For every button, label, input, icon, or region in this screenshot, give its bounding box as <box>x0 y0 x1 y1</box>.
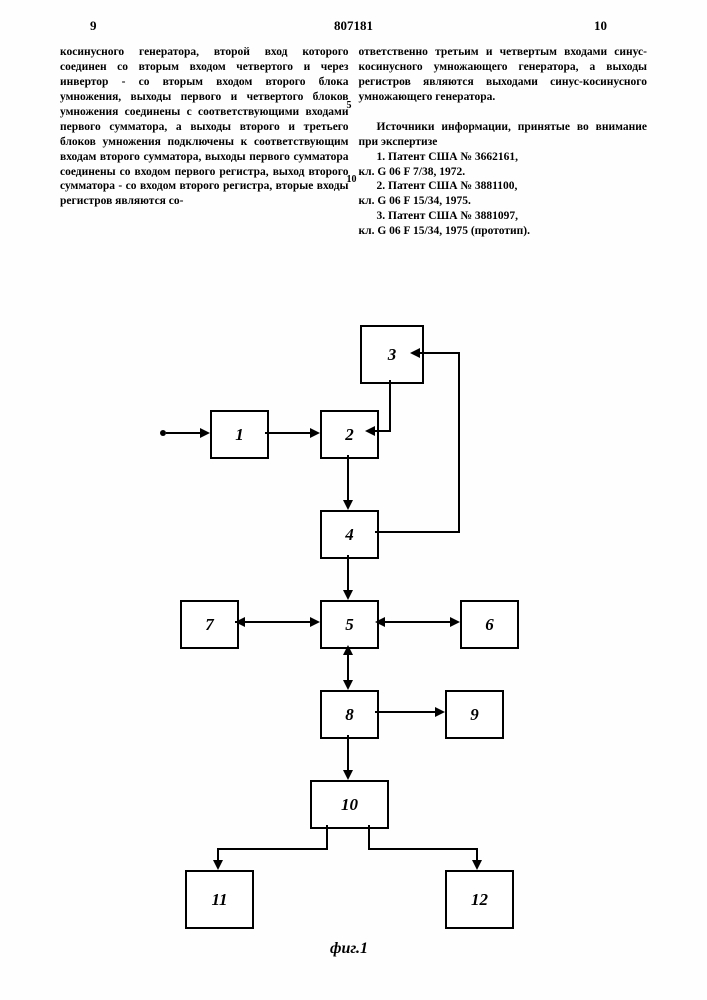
text-columns: косинусного генератора, второй вход кото… <box>60 45 647 239</box>
patent-number: 807181 <box>334 18 373 34</box>
node-4: 4 <box>320 510 379 559</box>
line-10-12v2 <box>476 848 478 860</box>
line-marker-10: 10 <box>347 173 357 186</box>
arrow-4-3 <box>410 348 420 358</box>
line-1-2 <box>265 432 310 434</box>
node-12: 12 <box>445 870 514 929</box>
arrow-3-2 <box>365 426 375 436</box>
arrow-10-11 <box>213 860 223 870</box>
line-10-12v <box>368 825 370 850</box>
line-4-5 <box>347 555 349 590</box>
node-1: 1 <box>210 410 269 459</box>
arrow-5-6r <box>450 617 460 627</box>
line-7-5 <box>235 621 310 623</box>
arrow-10-12 <box>472 860 482 870</box>
block-diagram: 3 1 2 4 7 5 6 8 9 10 11 12 <box>0 310 707 960</box>
node-7: 7 <box>180 600 239 649</box>
line-10-11v <box>326 825 328 850</box>
arrow-7-5r <box>310 617 320 627</box>
page-number-right: 10 <box>594 18 607 34</box>
line-marker-5: 5 <box>347 99 352 112</box>
arrow-7-5l <box>235 617 245 627</box>
node-5: 5 <box>320 600 379 649</box>
line-4-3h <box>375 531 460 533</box>
line-8-10 <box>347 735 349 770</box>
line-8-9 <box>375 711 435 713</box>
arrow-4-5 <box>343 590 353 600</box>
node-6: 6 <box>460 600 519 649</box>
line-3-2v <box>389 380 391 432</box>
arrow-5-8d <box>343 680 353 690</box>
col2-para1: ответственно третьим и четвертым входами… <box>359 46 648 103</box>
line-10-11v2 <box>217 848 219 860</box>
arrow-5-6l <box>375 617 385 627</box>
line-2-4 <box>347 455 349 500</box>
arrow-8-10 <box>343 770 353 780</box>
figure-caption: фиг.1 <box>330 940 368 958</box>
arrow-1-2 <box>310 428 320 438</box>
line-in-1 <box>166 432 201 434</box>
ref1a: 1. Патент США № 3662161, <box>359 150 648 165</box>
arrow-8-9 <box>435 707 445 717</box>
line-5-8 <box>347 655 349 680</box>
line-3-2h <box>375 430 389 432</box>
line-5-6 <box>385 621 450 623</box>
ref2a: 2. Патент США № 3881100, <box>359 179 648 194</box>
ref2b: кл. G 06 F 15/34, 1975. <box>359 194 648 209</box>
right-column: 5 10 ответственно третьим и четвертым вх… <box>359 45 648 239</box>
line-4-3h2 <box>420 352 460 354</box>
node-10: 10 <box>310 780 389 829</box>
node-11: 11 <box>185 870 254 929</box>
left-column: косинусного генератора, второй вход кото… <box>60 45 349 239</box>
line-10-11h <box>217 848 328 850</box>
ref3a: 3. Патент США № 3881097, <box>359 209 648 224</box>
node-9: 9 <box>445 690 504 739</box>
page-number-left: 9 <box>90 18 97 34</box>
ref1b: кл. G 06 F 7/38, 1972. <box>359 165 648 180</box>
sources-heading: Источники информации, принятые во вниман… <box>359 120 648 150</box>
arrow-5-8u <box>343 645 353 655</box>
line-4-3v <box>458 352 460 533</box>
arrow-2-4 <box>343 500 353 510</box>
arrow-in-1 <box>200 428 210 438</box>
ref3b: кл. G 06 F 15/34, 1975 (прототип). <box>359 224 648 239</box>
line-10-12h <box>368 848 478 850</box>
col1-para1: косинусного генератора, второй вход кото… <box>60 46 349 207</box>
node-8: 8 <box>320 690 379 739</box>
